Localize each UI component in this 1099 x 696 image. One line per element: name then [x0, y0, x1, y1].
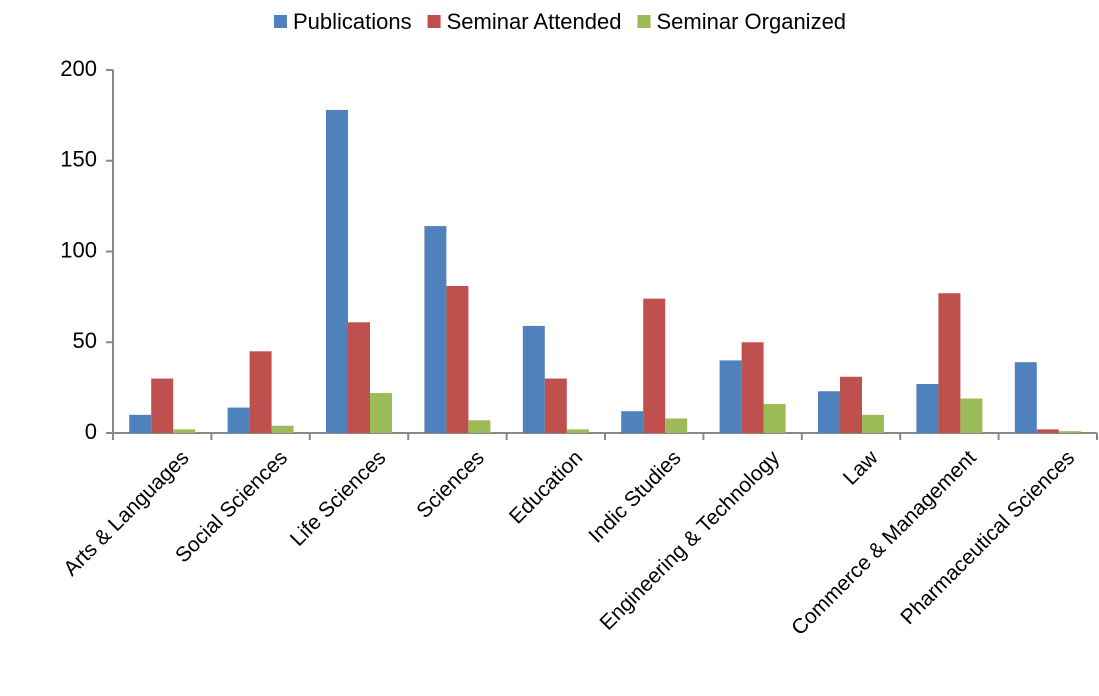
- x-tick-label: Life Sciences: [286, 446, 391, 551]
- bar: [566, 429, 589, 433]
- legend: Publications Seminar Attended Seminar Orga…: [273, 9, 847, 34]
- legend-swatch: [427, 15, 441, 28]
- legend-swatch: [637, 15, 651, 28]
- bar: [370, 393, 392, 433]
- y-tick-label: 150: [60, 147, 97, 172]
- bar: [1058, 431, 1081, 433]
- x-tick-label: Pharmaceutical Sciences: [896, 446, 1079, 629]
- legend-swatch: [273, 15, 287, 28]
- x-tick-label: Engineering & Technology: [596, 446, 785, 635]
- y-tick-label: 200: [60, 56, 97, 81]
- x-tick-label: Arts & Languages: [59, 446, 193, 580]
- legend-label: Seminar Attended: [447, 9, 622, 34]
- bar: [960, 398, 983, 433]
- y-tick-label: 50: [73, 328, 97, 353]
- bar: [763, 403, 786, 433]
- bar: [862, 414, 884, 433]
- y-tick-label: 0: [85, 419, 97, 444]
- bar: [1014, 362, 1037, 433]
- bar: [326, 109, 348, 434]
- bar: [621, 411, 644, 433]
- bar: [719, 360, 742, 433]
- x-tick-label: Indic Studies: [584, 446, 685, 547]
- bar: [1036, 429, 1059, 433]
- bar: [468, 420, 491, 433]
- x-tick-label: Law: [839, 446, 883, 490]
- bar: [271, 425, 294, 433]
- bar: [741, 342, 764, 433]
- bar: [151, 378, 174, 433]
- bar: [544, 378, 567, 433]
- bar: [818, 391, 840, 433]
- x-tick-label: Commerce & Management: [787, 446, 981, 640]
- bar: [446, 285, 469, 433]
- x-tick-label: Sciences: [412, 446, 489, 523]
- bar: [522, 325, 545, 433]
- legend-label: Seminar Organized: [657, 9, 847, 34]
- y-tick-label: 100: [60, 237, 97, 262]
- bar: [129, 414, 152, 433]
- bar: [665, 418, 688, 433]
- bar: [227, 407, 250, 433]
- x-tick-label: Education: [505, 446, 587, 528]
- bar: [249, 351, 272, 433]
- bar: [348, 322, 370, 433]
- bar: [424, 226, 447, 433]
- bar: [938, 293, 961, 433]
- bar: [643, 298, 666, 433]
- bar: [916, 383, 939, 433]
- bar: [840, 376, 862, 433]
- legend-label: Publications: [293, 9, 412, 34]
- bar: [173, 429, 196, 433]
